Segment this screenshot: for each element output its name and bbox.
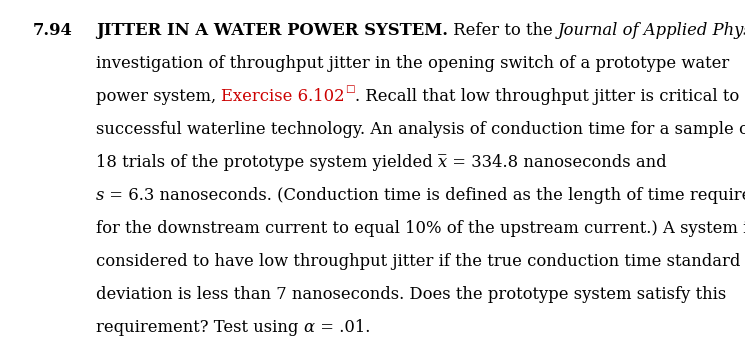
Text: Exercise 6.102: Exercise 6.102 (221, 88, 345, 105)
Text: 18 trials of the prototype system yielded: 18 trials of the prototype system yielde… (96, 154, 438, 171)
Text: investigation of throughput jitter in the opening switch of a prototype water: investigation of throughput jitter in th… (96, 55, 729, 72)
Text: requirement? Test using: requirement? Test using (96, 319, 304, 336)
Text: = 6.3 nanoseconds. (Conduction time is defined as the length of time required: = 6.3 nanoseconds. (Conduction time is d… (104, 187, 745, 204)
Text: Refer to the: Refer to the (448, 22, 558, 39)
Text: power system,: power system, (96, 88, 221, 105)
Text: = 334.8 nanoseconds and: = 334.8 nanoseconds and (447, 154, 667, 171)
Text: 7.94: 7.94 (33, 22, 73, 39)
Text: α: α (304, 319, 314, 336)
Text: successful waterline technology. An analysis of conduction time for a sample of: successful waterline technology. An anal… (96, 121, 745, 138)
Text: . Recall that low throughput jitter is critical to: . Recall that low throughput jitter is c… (355, 88, 739, 105)
Text: s: s (96, 187, 104, 204)
Text: □: □ (345, 85, 355, 94)
Text: x̅: x̅ (438, 154, 447, 171)
Text: JITTER IN A WATER POWER SYSTEM.: JITTER IN A WATER POWER SYSTEM. (96, 22, 448, 39)
Text: deviation is less than 7 nanoseconds. Does the prototype system satisfy this: deviation is less than 7 nanoseconds. Do… (96, 286, 726, 303)
Text: = .01.: = .01. (314, 319, 370, 336)
Text: considered to have low throughput jitter if the true conduction time standard: considered to have low throughput jitter… (96, 253, 741, 270)
Text: Journal of Applied Physics: Journal of Applied Physics (558, 22, 745, 39)
Text: for the downstream current to equal 10% of the upstream current.) A system is: for the downstream current to equal 10% … (96, 220, 745, 237)
